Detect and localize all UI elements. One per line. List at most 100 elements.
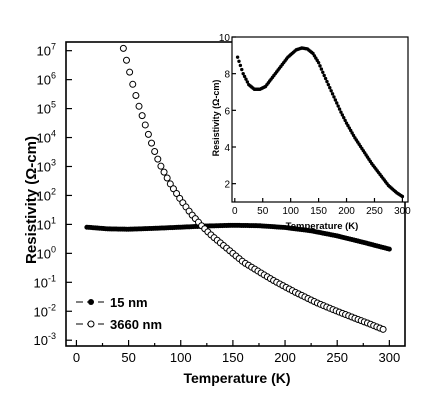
inset-data-point [337,107,342,111]
main-y-ticks: 107 106 105 104 103 102 101 100 10-1 10-2 10-3 [34,42,72,348]
data-point-3660nm [151,147,159,155]
inset-x-tick-label: 100 [282,206,299,217]
data-point-3660nm [132,92,140,100]
main-y-tick-label: 106 [37,71,56,88]
inset-x-ticks: 0 50 100 150 200 250 300 [232,198,411,217]
inset-x-tick-label: 250 [366,206,383,217]
data-point-3660nm [144,130,152,138]
inset-data-point [319,67,324,71]
inset-data-point [400,194,405,199]
series-15nm [84,222,392,252]
inset-y-tick-label: 6 [224,106,230,117]
inset-plot-area [231,36,409,203]
data-point-3660nm [166,180,174,188]
inset-x-tick-label: 0 [232,206,238,217]
data-point-3660nm [119,44,127,52]
series-3660nm [119,44,387,333]
data-point-3660nm [163,174,171,182]
main-y-tick-label: 10-1 [34,273,56,290]
main-x-tick-label: 100 [170,350,192,365]
main-y-tick-label: 102 [37,186,56,203]
inset-data-point [240,67,244,72]
inset-y-tick-label: 8 [224,70,230,81]
inset-data-point [335,101,339,105]
data-point-3660nm [160,168,168,176]
main-plot: 0 50 100 150 200 250 300 107106105104103102101… [23,41,406,386]
inset-data-point [326,82,331,87]
inset-data-point [238,63,243,68]
inset-data-point [330,92,335,96]
inset-y-ticks: 2 4 6 8 10 [219,33,236,191]
main-y-tick-label: 105 [37,100,56,117]
legend-label: 15 nm [110,295,148,310]
main-y-tick-label: 104 [37,129,56,146]
data-point-3660nm [379,325,387,333]
main-x-tick-label: 0 [73,350,80,365]
inset-data-point [235,55,240,59]
inset-x-tick-label: 200 [338,206,355,217]
main-x-tick-label: 250 [326,350,348,365]
main-y-axis-label: Resistivity (Ω-cm) [23,136,40,264]
inset-data-point [318,64,322,68]
inset-data-point [316,60,321,65]
inset-y-tick-label: 4 [224,143,230,154]
inset-data-point [241,71,245,76]
inset-data-point [237,59,241,63]
inset-data-point [245,80,250,84]
inset-data-point [322,73,326,78]
legend-marker-filled [88,299,94,305]
inset-y-tick-label: 10 [219,33,231,44]
main-legend: 15 nm 3660 nm [76,295,162,332]
data-point-3660nm [129,80,137,88]
inset-plot: 0 50 100 150 200 250 300 2 4 6 8 10 Temperature (K… [211,33,411,232]
main-y-tick-label: 103 [37,157,56,174]
main-x-tick-label: 150 [222,350,244,365]
main-plot-area [65,41,406,347]
main-x-tick-label: 300 [379,350,401,365]
inset-x-tick-label: 300 [394,206,411,217]
inset-y-axis-label: Resistivity (Ω-cm) [211,80,221,157]
inset-data-point [323,76,328,81]
main-y-tick-label: 107 [37,42,56,59]
data-point-3660nm [135,102,143,110]
inset-y-tick-label: 2 [224,180,230,191]
inset-data-point [242,74,247,79]
inset-series [235,46,405,199]
inset-data-point [321,70,325,74]
data-point-15nm [386,246,392,252]
inset-x-tick-label: 50 [257,206,269,217]
inset-x-tick-label: 150 [310,206,327,217]
data-point-3660nm [141,121,149,129]
data-point-3660nm [138,112,146,120]
inset-data-point [333,98,338,102]
data-point-3660nm [154,155,162,163]
data-point-3660nm [126,68,134,76]
legend-label: 3660 nm [110,317,162,332]
legend-marker-open [87,320,95,328]
inset-data-point [339,110,343,114]
main-y-tick-label: 10-3 [34,331,56,348]
inset-x-axis-label: Temperature (K) [286,221,359,232]
main-y-tick-label: 100 [37,244,56,261]
data-point-3660nm [169,185,177,193]
data-point-3660nm [173,190,181,198]
main-x-tick-label: 200 [274,350,296,365]
data-point-3660nm [157,162,165,170]
main-x-axis-label: Temperature (K) [183,370,290,386]
data-point-3660nm [148,139,156,147]
main-y-tick-label: 101 [37,215,56,232]
inset-data-point [336,104,340,108]
main-x-ticks: 0 50 100 150 200 250 300 [73,340,400,365]
main-x-tick-label: 50 [121,350,135,365]
inset-data-point [332,95,336,99]
inset-data-point [340,113,345,117]
inset-data-point [328,86,332,90]
inset-data-point [325,79,329,84]
inset-data-point [244,77,248,81]
inset-data-point [343,118,347,123]
data-point-3660nm [122,56,130,64]
inset-data-point [329,89,333,93]
main-y-tick-label: 10-2 [34,302,56,319]
inset-data-point [342,115,346,120]
